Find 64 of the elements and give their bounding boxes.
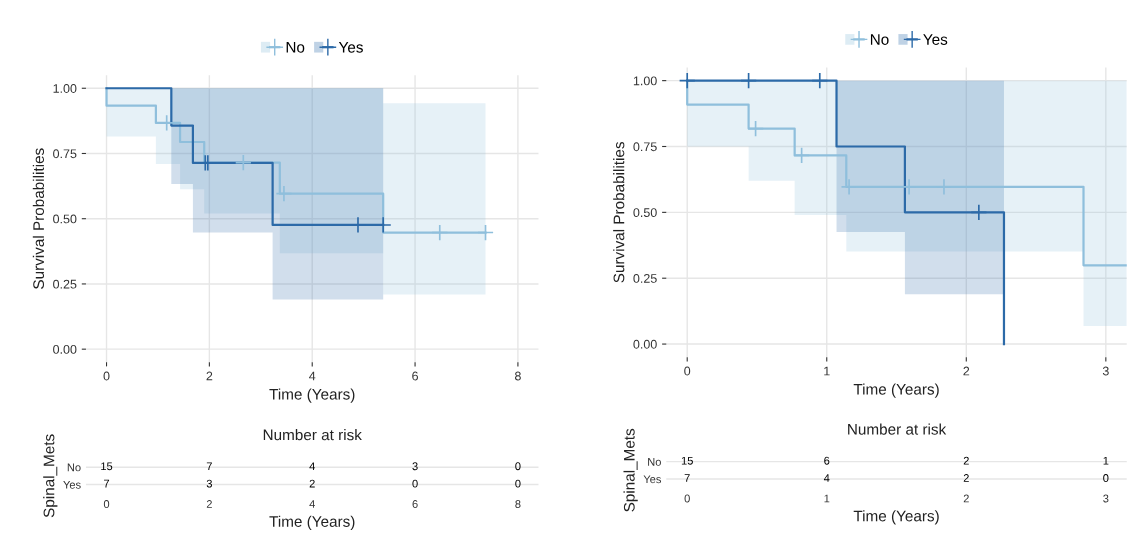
data-label: 3 (206, 479, 212, 488)
x-tick-label: 1 (824, 494, 830, 503)
y-axis-title: Spinal_Mets (623, 428, 638, 512)
x-tick-label: 2 (206, 500, 212, 508)
y-axis-title: Survival Probabilities (613, 142, 625, 283)
data-label: 7 (684, 474, 690, 482)
y-axis-title: Survival Probabilities (32, 148, 45, 289)
y-tick-label: 1.00 (633, 76, 657, 86)
x-tick-label: 0 (684, 366, 691, 376)
legend-label: Yes (923, 34, 948, 45)
x-tick-label: 6 (412, 371, 418, 381)
x-tick-label: 8 (514, 371, 521, 381)
y-tick-label: No (648, 458, 661, 466)
y-tick-label: Yes (63, 480, 81, 489)
data-label: 1 (1103, 456, 1109, 465)
x-axis-title: Time (Years) (269, 388, 355, 403)
chart-title: Number at risk (263, 429, 362, 441)
data-label: 0 (412, 479, 418, 488)
y-tick-label: 0.50 (53, 214, 77, 224)
legend-label: Yes (338, 42, 363, 53)
data-label: 0 (515, 479, 521, 488)
data-label: 2 (309, 479, 315, 488)
data-label: 3 (412, 462, 418, 471)
data-label: 15 (681, 456, 693, 465)
y-tick-label: 0.25 (53, 279, 77, 289)
y-tick-label: 0.75 (53, 149, 77, 159)
x-axis-title: Time (Years) (269, 515, 355, 530)
data-label: 7 (104, 479, 110, 488)
x-tick-label: 1 (824, 366, 830, 376)
y-tick-label: No (67, 463, 81, 472)
x-tick-label: 4 (309, 500, 315, 508)
x-tick-label: 0 (103, 371, 110, 381)
legend-label: No (286, 42, 305, 53)
y-tick-label: 0.50 (633, 208, 657, 217)
x-tick-label: 3 (1102, 366, 1109, 376)
data-label: 4 (309, 462, 315, 471)
x-tick-label: 0 (103, 500, 110, 508)
chart-title: Number at risk (848, 423, 947, 435)
data-label: 7 (206, 462, 212, 471)
y-tick-label: 0.00 (53, 344, 77, 354)
data-label: 2 (963, 456, 969, 465)
y-axis-title: Spinal_Mets (43, 434, 58, 518)
x-tick-label: 2 (963, 494, 969, 503)
x-tick-label: 8 (515, 500, 521, 508)
data-label: 0 (1103, 474, 1109, 482)
data-label: 4 (823, 474, 830, 482)
x-tick-label: 3 (1103, 494, 1109, 503)
y-tick-label: 0.00 (633, 339, 657, 349)
x-tick-label: 2 (206, 371, 213, 381)
data-label: 6 (824, 456, 830, 465)
y-tick-label: 0.75 (633, 142, 657, 152)
x-tick-label: 0 (684, 494, 690, 503)
y-tick-label: Yes (643, 475, 662, 484)
y-tick-label: 0.25 (633, 274, 657, 283)
data-label: 15 (101, 462, 113, 471)
x-axis-title: Time (Years) (853, 510, 939, 525)
legend-label: No (870, 34, 889, 45)
x-tick-label: 4 (309, 371, 316, 381)
y-tick-label: 1.00 (53, 84, 77, 93)
data-label: 0 (515, 462, 521, 471)
data-label: 2 (963, 474, 969, 482)
x-tick-label: 2 (963, 366, 970, 376)
x-tick-label: 6 (412, 500, 418, 508)
x-axis-title: Time (Years) (853, 383, 939, 398)
